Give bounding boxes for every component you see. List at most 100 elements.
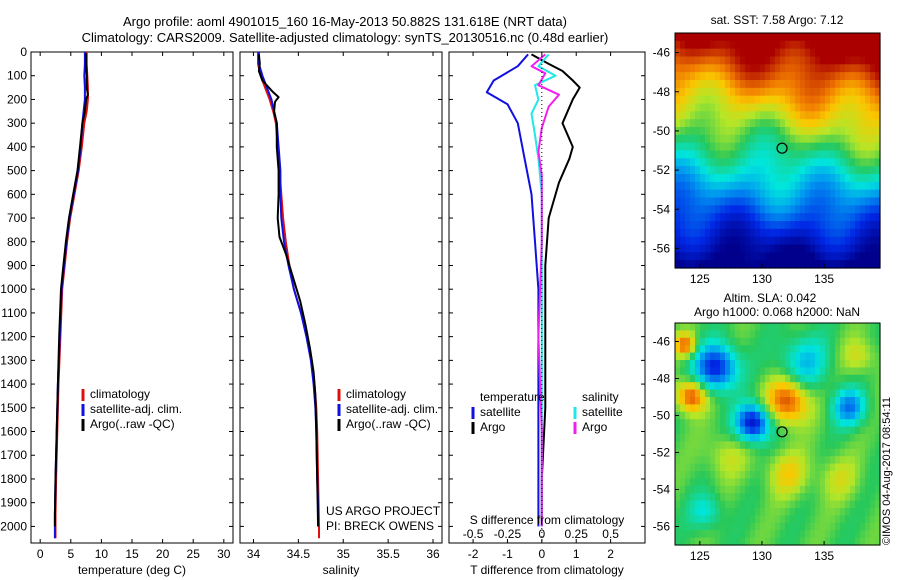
map-cell xyxy=(830,64,836,73)
x-axis-label: T difference from climatology xyxy=(470,563,624,577)
map-cell xyxy=(680,374,686,383)
map-cell xyxy=(785,434,791,442)
map-cell xyxy=(800,158,806,167)
map-cell xyxy=(740,345,746,354)
map-cell xyxy=(840,441,846,450)
map-cell xyxy=(740,87,746,97)
map-cell xyxy=(700,189,706,199)
map-cell xyxy=(745,40,751,50)
map-cell xyxy=(720,80,726,89)
map-cell xyxy=(685,158,691,167)
map-cell xyxy=(800,389,806,398)
map-cell xyxy=(835,397,841,405)
map-cell xyxy=(805,205,811,214)
map-cell xyxy=(800,119,806,128)
map-cell xyxy=(710,352,716,361)
map-cell xyxy=(680,236,686,246)
map-cell xyxy=(730,158,736,167)
map-cell xyxy=(850,174,856,183)
map-cell xyxy=(855,515,861,524)
map-cell xyxy=(740,80,746,89)
map-cell xyxy=(860,515,866,524)
map-cell xyxy=(835,404,841,413)
map-cell xyxy=(695,80,701,89)
map-cell xyxy=(790,522,796,531)
map-cell xyxy=(870,205,876,214)
map-cell xyxy=(770,367,776,376)
map-cell xyxy=(770,228,776,238)
map-cell xyxy=(715,448,721,457)
map-cell xyxy=(680,360,686,368)
map-cell xyxy=(770,389,776,398)
map-cell xyxy=(795,127,801,136)
map-cell xyxy=(775,127,781,136)
map-cell xyxy=(860,40,866,50)
map-cell xyxy=(690,181,696,191)
map-cell xyxy=(790,221,796,230)
map-cell xyxy=(830,471,836,479)
map-cell xyxy=(805,134,811,144)
map-cell xyxy=(810,40,816,50)
map-cell xyxy=(835,478,841,487)
map-cell xyxy=(830,367,836,376)
map-cell xyxy=(740,463,746,472)
map-cell xyxy=(825,228,831,238)
map-cell xyxy=(820,150,826,159)
map-cell xyxy=(830,103,836,112)
map-cell xyxy=(700,244,706,253)
map-cell xyxy=(835,500,841,509)
map-cell xyxy=(825,389,831,398)
map-cell xyxy=(860,345,866,354)
map-cell xyxy=(760,87,766,97)
map-cell xyxy=(710,493,716,502)
map-cell xyxy=(735,352,741,361)
map-cell xyxy=(760,158,766,167)
map-cell xyxy=(835,337,841,346)
map-cell xyxy=(675,508,681,516)
map-cell xyxy=(835,56,841,65)
map-cell xyxy=(755,142,761,152)
map-cell xyxy=(790,360,796,368)
map-cell xyxy=(820,500,826,509)
map-cell xyxy=(690,236,696,246)
map-cell xyxy=(875,426,881,435)
map-cell xyxy=(720,40,726,50)
map-cell xyxy=(810,48,816,58)
map-cell xyxy=(850,260,856,269)
map-cell xyxy=(685,463,691,472)
map-cell xyxy=(730,345,736,354)
map-cell xyxy=(780,352,786,361)
map-cell xyxy=(830,323,836,331)
map-cell xyxy=(770,471,776,479)
map-cell xyxy=(720,72,726,81)
map-cell xyxy=(855,478,861,487)
map-cell xyxy=(810,87,816,97)
map-cell xyxy=(790,236,796,246)
map-cell xyxy=(745,80,751,89)
map-cell xyxy=(740,174,746,183)
map-cell xyxy=(800,360,806,368)
map-cell xyxy=(695,95,701,105)
map-cell xyxy=(780,40,786,50)
map-cell xyxy=(780,397,786,405)
map-cell xyxy=(780,252,786,261)
map-cell xyxy=(785,33,791,42)
map-cell xyxy=(865,80,871,89)
map-cell xyxy=(830,87,836,97)
map-cell xyxy=(750,228,756,238)
map-cell xyxy=(780,48,786,58)
map-cell xyxy=(800,515,806,524)
map-cell xyxy=(680,260,686,269)
map-cell xyxy=(740,260,746,269)
map-cell xyxy=(730,330,736,339)
map-cell xyxy=(695,72,701,81)
map-cell xyxy=(750,522,756,531)
secondary-x-tick-label: -0.25 xyxy=(494,527,522,541)
map-cell xyxy=(820,448,826,457)
map-cell xyxy=(805,221,811,230)
map-cell xyxy=(795,111,801,120)
map-cell xyxy=(800,127,806,136)
map-cell xyxy=(820,374,826,383)
map-cell xyxy=(855,64,861,73)
map-cell xyxy=(695,515,701,524)
